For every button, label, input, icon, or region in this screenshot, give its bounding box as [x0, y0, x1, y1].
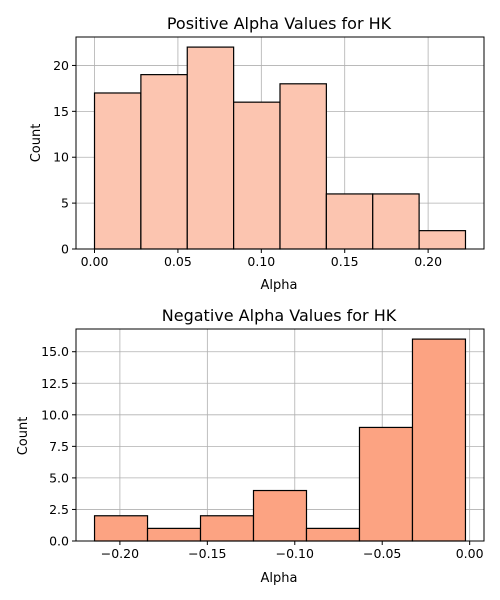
histogram-bar	[358, 426, 414, 542]
histogram-bar	[372, 193, 420, 250]
y-tick-label: 7.5	[49, 439, 69, 454]
x-tick-label: −0.20	[101, 546, 139, 561]
histogram-bar	[233, 101, 281, 250]
y-tick-label: 20	[53, 58, 69, 73]
x-axis-label: Alpha	[261, 278, 298, 293]
y-tick-label: 15	[53, 104, 69, 119]
histogram-bar	[186, 46, 235, 250]
histogram-bar	[411, 338, 467, 542]
histogram-bar	[93, 92, 142, 250]
x-tick-label: −0.10	[276, 546, 314, 561]
y-tick-label: 0	[61, 242, 69, 257]
y-tick-label: 2.5	[49, 502, 69, 517]
histogram-bar	[93, 515, 149, 542]
histogram-bar	[199, 515, 255, 542]
y-axis-label: Count	[29, 124, 44, 163]
histogram-bar	[140, 74, 188, 250]
x-tick-label: 0.00	[456, 546, 484, 561]
positive-alpha-histogram: Positive Alpha Values for HK Alpha Count…	[29, 14, 485, 293]
plot-frame	[75, 328, 485, 542]
x-tick-label: 0.15	[331, 254, 359, 269]
y-tick-label: 12.5	[41, 376, 69, 391]
y-tick-label: 15.0	[41, 344, 69, 359]
bars	[93, 338, 467, 542]
y-tick-label: 10.0	[41, 407, 69, 422]
y-tick-label: 5.0	[49, 470, 69, 485]
bars	[93, 46, 467, 250]
histogram-bar	[325, 193, 374, 250]
histogram-bar	[418, 230, 467, 250]
x-tick-label: −0.15	[188, 546, 226, 561]
axes: 0.00 0.05 0.10 0.15 0.20 0 5 10 15 20	[53, 36, 485, 269]
x-tick-label: 0.05	[164, 254, 192, 269]
y-axis-label: Count	[16, 417, 31, 456]
histogram-bar	[279, 83, 327, 250]
x-tick-label: 0.10	[247, 254, 275, 269]
y-tick-label: 5	[61, 196, 69, 211]
y-tick-label: 0.0	[49, 534, 69, 549]
axes: −0.20 −0.15 −0.10 −0.05 0.00 0.0 2.5 5.0 7.5 10.0…	[41, 328, 485, 561]
negative-alpha-histogram: Negative Alpha Values for HK Alpha Count…	[16, 306, 485, 586]
histogram-bar	[252, 489, 308, 542]
y-tick-label: 10	[53, 150, 69, 165]
histogram-bar	[146, 527, 202, 542]
chart-title: Positive Alpha Values for HK	[167, 14, 392, 33]
x-tick-label: 0.20	[414, 254, 442, 269]
x-axis-label: Alpha	[261, 571, 298, 586]
plot-frame	[75, 36, 485, 250]
x-tick-label: −0.05	[363, 546, 401, 561]
histogram-bar	[305, 527, 361, 542]
x-tick-label: 0.00	[81, 254, 109, 269]
chart-title: Negative Alpha Values for HK	[162, 306, 397, 325]
